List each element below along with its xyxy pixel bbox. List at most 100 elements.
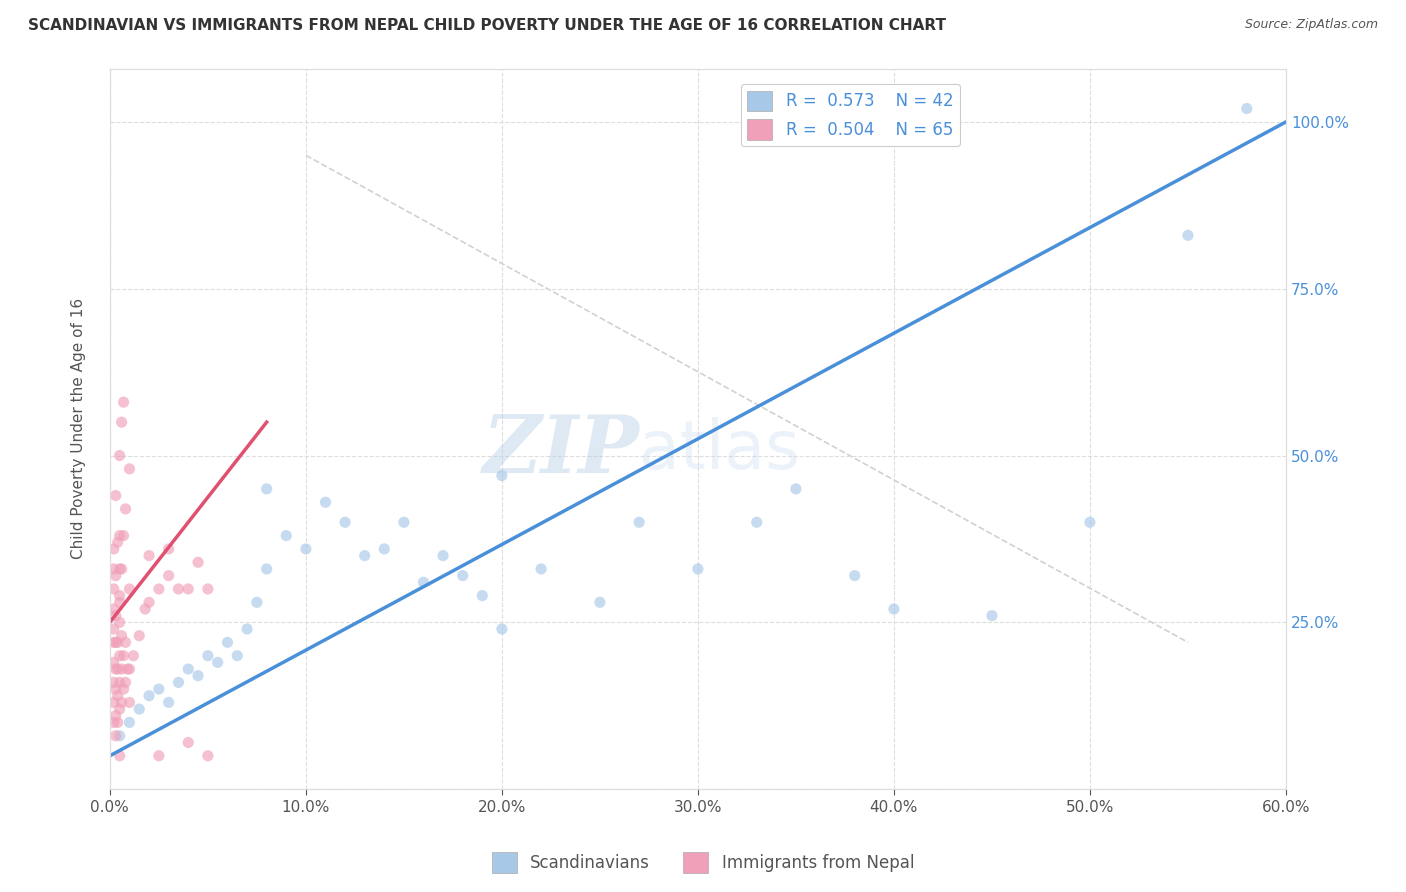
Point [491,622,513,636]
Point [157,568,180,582]
Point [103,675,125,690]
Point [980,608,1002,623]
Point [114,635,136,649]
Point [107,662,129,676]
Point [844,568,866,582]
Point [1177,228,1199,243]
Point [108,729,131,743]
Text: Source: ZipAtlas.com: Source: ZipAtlas.com [1244,18,1378,31]
Point [128,702,150,716]
Point [589,595,612,609]
Point [148,681,170,696]
Point [114,502,136,516]
Point [112,648,135,663]
Point [103,715,125,730]
Point [118,695,141,709]
Point [177,662,200,676]
Point [883,602,905,616]
Point [108,562,131,576]
Point [1078,515,1101,529]
Y-axis label: Child Poverty Under the Age of 16: Child Poverty Under the Age of 16 [72,298,86,559]
Point [236,622,259,636]
Point [104,681,127,696]
Point [177,735,200,749]
Point [104,489,127,503]
Point [256,562,278,576]
Point [107,715,129,730]
Text: ZIP: ZIP [482,412,640,489]
Point [148,748,170,763]
Point [353,549,375,563]
Point [108,615,131,630]
Point [432,549,454,563]
Point [122,648,145,663]
Point [745,515,768,529]
Point [295,541,318,556]
Point [451,568,474,582]
Point [187,669,209,683]
Point [104,608,127,623]
Point [104,662,127,676]
Point [314,495,336,509]
Point [107,535,129,549]
Point [177,582,200,596]
Point [128,629,150,643]
Point [491,468,513,483]
Point [103,695,125,709]
Point [333,515,356,529]
Point [197,582,219,596]
Legend: R =  0.573    N = 42, R =  0.504    N = 65: R = 0.573 N = 42, R = 0.504 N = 65 [741,84,960,146]
Point [157,541,180,556]
Point [138,689,160,703]
Point [108,748,131,763]
Point [108,589,131,603]
Point [167,582,190,596]
Point [118,662,141,676]
Point [103,541,125,556]
Point [118,715,141,730]
Point [112,681,135,696]
Point [103,656,125,670]
Point [114,675,136,690]
Point [530,562,553,576]
Point [104,568,127,582]
Point [246,595,269,609]
Point [107,635,129,649]
Point [110,415,132,429]
Point [108,648,131,663]
Text: SCANDINAVIAN VS IMMIGRANTS FROM NEPAL CHILD POVERTY UNDER THE AGE OF 16 CORRELAT: SCANDINAVIAN VS IMMIGRANTS FROM NEPAL CH… [28,18,946,33]
Point [167,675,190,690]
Point [103,602,125,616]
Point [103,635,125,649]
Point [118,582,141,596]
Point [104,635,127,649]
Point [412,575,434,590]
Point [103,562,125,576]
Point [134,602,156,616]
Point [108,528,131,542]
Point [187,555,209,569]
Point [628,515,651,529]
Point [276,528,298,542]
Point [373,541,395,556]
Point [110,562,132,576]
Point [138,549,160,563]
Point [207,656,229,670]
Text: atlas: atlas [640,417,800,483]
Point [112,528,135,542]
Point [138,595,160,609]
Point [148,582,170,596]
Point [103,622,125,636]
Point [785,482,807,496]
Point [118,462,141,476]
Point [686,562,709,576]
Point [217,635,239,649]
Point [157,695,180,709]
Point [108,449,131,463]
Point [112,395,135,409]
Point [256,482,278,496]
Point [110,662,132,676]
Point [108,595,131,609]
Point [110,629,132,643]
Point [103,582,125,596]
